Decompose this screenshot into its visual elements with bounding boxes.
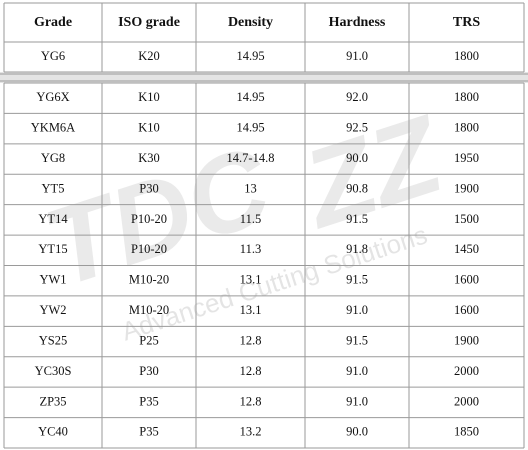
cell: 11.5 bbox=[240, 212, 261, 226]
column-header: Density bbox=[228, 15, 273, 30]
cell: 91.5 bbox=[346, 212, 368, 226]
cell: 13.1 bbox=[240, 303, 262, 317]
cell: 13 bbox=[244, 181, 257, 195]
cell: 12.8 bbox=[240, 333, 262, 347]
cell: YC40 bbox=[38, 425, 68, 439]
cell: M10-20 bbox=[129, 273, 169, 287]
cell: 91.8 bbox=[346, 242, 368, 256]
cell: P30 bbox=[139, 364, 158, 378]
cell: P10-20 bbox=[131, 242, 167, 256]
column-header: Hardness bbox=[329, 15, 386, 30]
cell: M10-20 bbox=[129, 303, 169, 317]
cell: 2000 bbox=[454, 364, 479, 378]
cell: 91.5 bbox=[346, 273, 368, 287]
cell: 91.5 bbox=[346, 333, 368, 347]
separator bbox=[0, 72, 528, 83]
cell: 13.2 bbox=[240, 425, 262, 439]
cell: P35 bbox=[139, 394, 158, 408]
cell: 14.95 bbox=[236, 49, 264, 63]
cell: YS25 bbox=[39, 333, 67, 347]
cell: 91.0 bbox=[346, 303, 368, 317]
cell: K10 bbox=[138, 90, 160, 104]
cell: 90.0 bbox=[346, 425, 368, 439]
cell: 12.8 bbox=[240, 364, 262, 378]
cell: K20 bbox=[138, 49, 160, 63]
cell: 14.95 bbox=[236, 121, 264, 135]
cell: 92.0 bbox=[346, 90, 368, 104]
cell: P30 bbox=[139, 181, 158, 195]
cell: 1950 bbox=[454, 151, 479, 165]
cell: 91.0 bbox=[346, 364, 368, 378]
cell: ZP35 bbox=[39, 394, 66, 408]
cell: YT15 bbox=[38, 242, 67, 256]
cell: 14.95 bbox=[236, 90, 264, 104]
cell: 91.0 bbox=[346, 49, 368, 63]
cell: 91.0 bbox=[346, 394, 368, 408]
cell: YC30S bbox=[35, 364, 72, 378]
cell: 1600 bbox=[454, 303, 479, 317]
cell: 1900 bbox=[454, 333, 479, 347]
cell: YKM6A bbox=[31, 121, 75, 135]
cell: P10-20 bbox=[131, 212, 167, 226]
cell: 1800 bbox=[454, 121, 479, 135]
cell: 11.3 bbox=[240, 242, 261, 256]
cell: P25 bbox=[139, 333, 158, 347]
cell: YG6X bbox=[36, 90, 69, 104]
cell: K30 bbox=[138, 151, 160, 165]
cell: YT5 bbox=[42, 181, 65, 195]
cell: YG8 bbox=[41, 151, 65, 165]
cell: YW1 bbox=[39, 273, 66, 287]
watermark-logo: ZZ bbox=[287, 92, 459, 253]
cell: 14.7-14.8 bbox=[227, 151, 275, 165]
cell: 1850 bbox=[454, 425, 479, 439]
cell: YG6 bbox=[41, 49, 65, 63]
cell: 1900 bbox=[454, 181, 479, 195]
cell: 13.1 bbox=[240, 273, 262, 287]
cell: 1600 bbox=[454, 273, 479, 287]
cell: YT14 bbox=[38, 212, 68, 226]
cell: 1800 bbox=[454, 90, 479, 104]
cell: 12.8 bbox=[240, 394, 262, 408]
column-header: Grade bbox=[34, 15, 72, 30]
cell: 2000 bbox=[454, 394, 479, 408]
cell: 1450 bbox=[454, 242, 479, 256]
cell: 90.0 bbox=[346, 151, 368, 165]
cell: 1800 bbox=[454, 49, 479, 63]
cell: P35 bbox=[139, 425, 158, 439]
cell: 90.8 bbox=[346, 181, 368, 195]
cell: YW2 bbox=[39, 303, 66, 317]
column-header: TRS bbox=[453, 15, 480, 30]
cell: K10 bbox=[138, 121, 160, 135]
cell: 92.5 bbox=[346, 121, 368, 135]
cell: 1500 bbox=[454, 212, 479, 226]
column-header: ISO grade bbox=[118, 15, 180, 30]
